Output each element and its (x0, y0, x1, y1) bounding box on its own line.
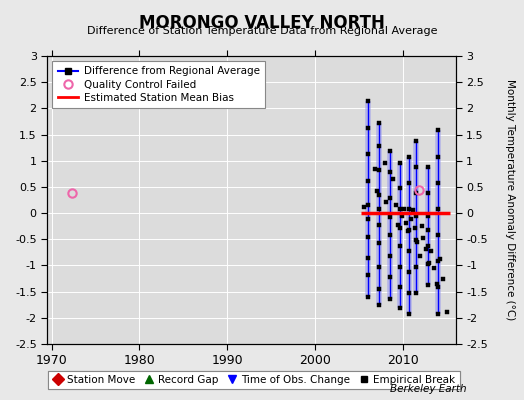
Legend: Station Move, Record Gap, Time of Obs. Change, Empirical Break: Station Move, Record Gap, Time of Obs. C… (48, 371, 460, 389)
Text: Berkeley Earth: Berkeley Earth (390, 384, 466, 394)
Y-axis label: Monthly Temperature Anomaly Difference (°C): Monthly Temperature Anomaly Difference (… (505, 79, 515, 321)
Text: Difference of Station Temperature Data from Regional Average: Difference of Station Temperature Data f… (87, 26, 437, 36)
Text: MORONGO VALLEY NORTH: MORONGO VALLEY NORTH (139, 14, 385, 32)
